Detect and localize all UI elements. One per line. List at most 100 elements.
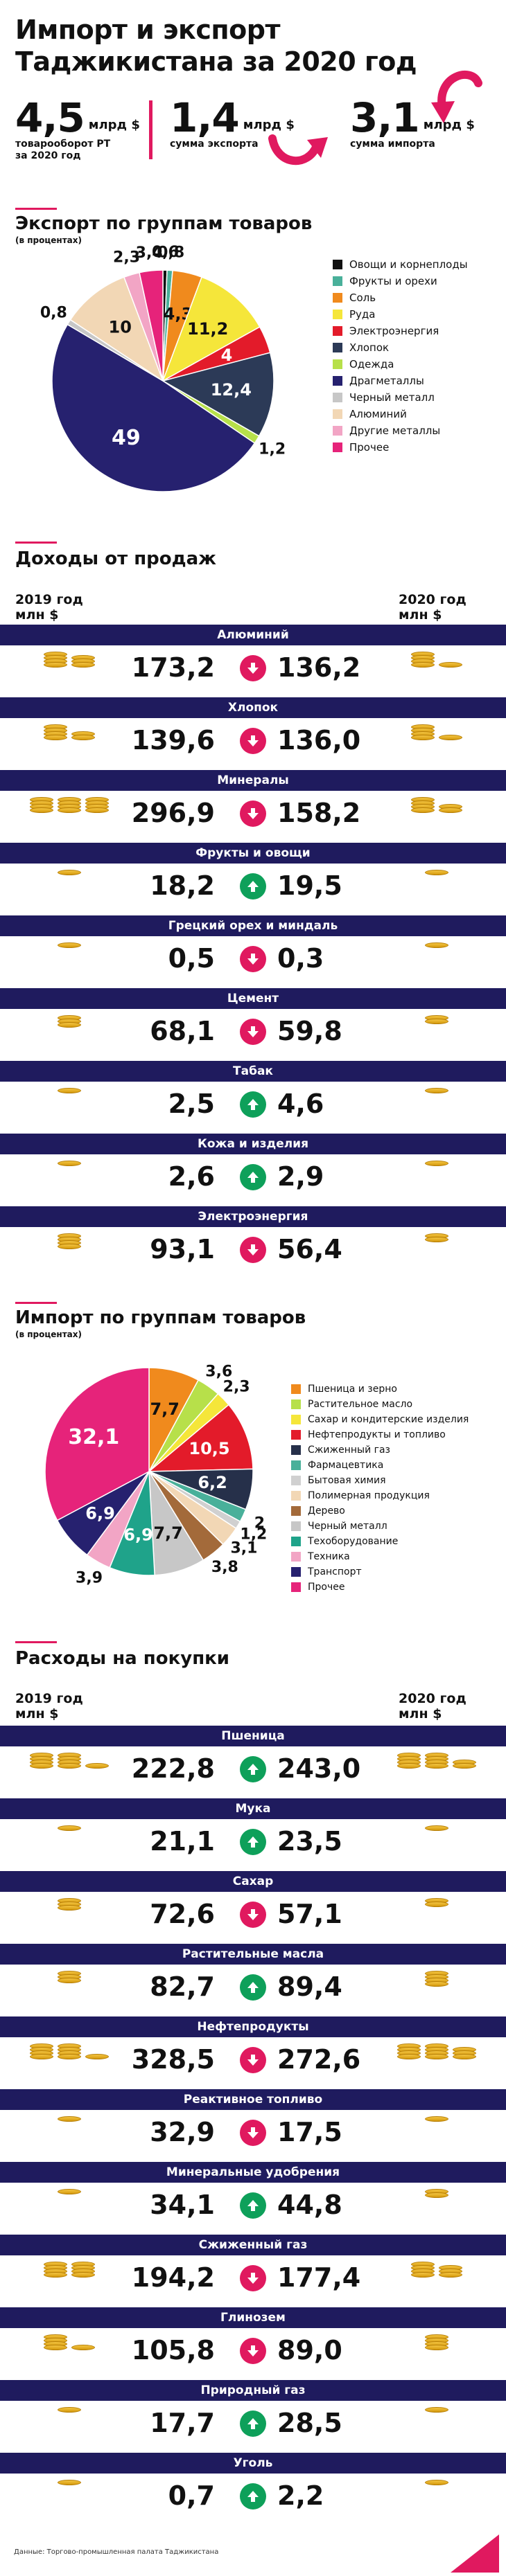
title-line-2: Таджикистана за 2020 год: [15, 46, 417, 77]
coin-stack: [58, 2480, 81, 2485]
value-2020: 89,4: [277, 1971, 342, 2002]
legend-swatch: [291, 1430, 301, 1440]
coin-stack: [411, 797, 462, 813]
value-2020: 56,4: [277, 1234, 342, 1264]
import-legend-item: Дерево: [291, 1503, 469, 1519]
legend-label: Сахар и кондитерские изделия: [308, 1414, 469, 1425]
pie-slice-label: 2: [254, 1515, 265, 1532]
category-label: Минералы: [0, 770, 506, 791]
table-row: Глинозем 105,8 89,0: [0, 2307, 506, 2380]
legend-swatch: [333, 310, 342, 319]
arrow-up-icon: [240, 1164, 266, 1190]
coin-stack: [411, 724, 462, 740]
import-section-subtitle: (в процентах): [15, 1330, 82, 1339]
value-2020: 2,2: [277, 2480, 324, 2511]
legend-swatch: [333, 293, 342, 303]
arrow-down-icon: [240, 2265, 266, 2291]
value-2019: 173,2: [131, 652, 215, 683]
pie-slice-label: 3,9: [76, 1569, 103, 1586]
legend-label: Нефтепродукты и топливо: [308, 1429, 446, 1440]
export-legend-item: Другие металлы: [333, 422, 468, 439]
export-section-title: Экспорт по группам товаров: [15, 213, 313, 234]
coin-icon: [58, 1825, 81, 1831]
table-row: Хлопок 139,6 136,0: [0, 697, 506, 770]
export-legend-item: Хлопок: [333, 339, 468, 356]
pie-slice: [162, 276, 261, 382]
value-2020: 177,4: [277, 2262, 361, 2293]
coin-icon: [58, 1161, 81, 1166]
legend-label: Полимерная продукция: [308, 1490, 430, 1501]
coin-stack: [58, 1015, 81, 1028]
coin-icon: [58, 797, 81, 813]
coin-icon: [425, 1971, 448, 1987]
value-2020: 23,5: [277, 1826, 342, 1857]
coin-stack: [58, 1825, 81, 1831]
arrow-up-icon: [240, 1829, 266, 1855]
expense-section-underline: [15, 1641, 57, 1643]
coin-stack: [425, 942, 448, 948]
category-label: Глинозем: [0, 2307, 506, 2328]
coin-icon: [411, 2262, 435, 2278]
category-label: Минеральные удобрения: [0, 2162, 506, 2183]
value-2019: 0,7: [168, 2480, 215, 2511]
pie-slice-label: 2,3: [223, 1378, 250, 1395]
stat-turnover-desc-2: за 2020 год: [15, 150, 81, 161]
value-2019: 32,9: [150, 2117, 215, 2147]
value-2019: 82,7: [150, 1971, 215, 2002]
legend-label: Хлопок: [349, 341, 390, 354]
income-year-left-label: 2019 год: [15, 592, 83, 607]
coin-stack: [58, 2189, 81, 2194]
stat-import-desc: сумма импорта: [350, 138, 435, 150]
import-legend-item: Нефтепродукты и топливо: [291, 1427, 469, 1442]
coin-icon: [425, 2043, 448, 2059]
coin-icon: [453, 2047, 476, 2059]
expense-year-left: 2019 год млн $: [15, 1691, 83, 1721]
category-label: Кожа и изделия: [0, 1134, 506, 1154]
import-legend-item: Растительное масло: [291, 1397, 469, 1412]
pie-slice-label: 10,5: [189, 1439, 229, 1458]
table-row: Минеральные удобрения 34,1 44,8: [0, 2162, 506, 2235]
value-2019: 21,1: [150, 1826, 215, 1857]
title-line-1: Импорт и экспорт: [15, 15, 280, 45]
legend-label: Драгметаллы: [349, 375, 424, 387]
pie-slice: [51, 323, 256, 492]
legend-label: Дерево: [308, 1505, 345, 1517]
pie-slice-label: 12,4: [211, 380, 252, 400]
table-row: Минералы 296,9 158,2: [0, 770, 506, 843]
table-row: Табак 2,5 4,6: [0, 1061, 506, 1134]
expense-year-left-label: 2019 год: [15, 1691, 83, 1706]
arrow-down-icon: [240, 1902, 266, 1928]
coin-icon: [71, 2345, 95, 2350]
export-legend-item: Соль: [333, 289, 468, 306]
import-legend-item: Техника: [291, 1549, 469, 1564]
legend-swatch: [291, 1415, 301, 1424]
pie-slice-label: 0,8: [40, 304, 67, 321]
export-legend-item: Прочее: [333, 439, 468, 456]
page-title: Импорт и экспорт Таджикистана за 2020 го…: [15, 14, 417, 78]
pie-slice: [162, 352, 274, 437]
import-legend: Пшеница и зерно Растительное масло Сахар и…: [291, 1381, 469, 1595]
table-row: Растительные масла 82,7 89,4: [0, 1944, 506, 2016]
category-label: Фрукты и овощи: [0, 843, 506, 864]
arrow-up-icon: [240, 873, 266, 900]
income-year-right-unit: млн $: [399, 607, 442, 623]
coin-icon: [411, 797, 435, 813]
arrow-down-icon: [240, 655, 266, 681]
legend-label: Фрукты и орехи: [349, 275, 437, 287]
table-row: Уголь 0,7 2,2: [0, 2453, 506, 2525]
coin-icon: [439, 735, 462, 740]
table-row: Сжиженный газ 194,2 177,4: [0, 2235, 506, 2307]
coin-stack: [30, 797, 109, 813]
coin-icon: [85, 797, 109, 813]
legend-swatch: [291, 1384, 301, 1394]
legend-swatch: [291, 1491, 301, 1501]
pie-slice-label: 3,4: [136, 244, 163, 262]
value-2020: 243,0: [277, 1753, 361, 1784]
category-label: Мука: [0, 1798, 506, 1819]
legend-swatch: [333, 409, 342, 419]
import-legend-item: Полимерная продукция: [291, 1488, 469, 1503]
coin-icon: [439, 804, 462, 813]
import-legend-item: Сахар и кондитерские изделия: [291, 1412, 469, 1427]
value-2019: 18,2: [150, 870, 215, 901]
value-2019: 296,9: [131, 798, 215, 828]
